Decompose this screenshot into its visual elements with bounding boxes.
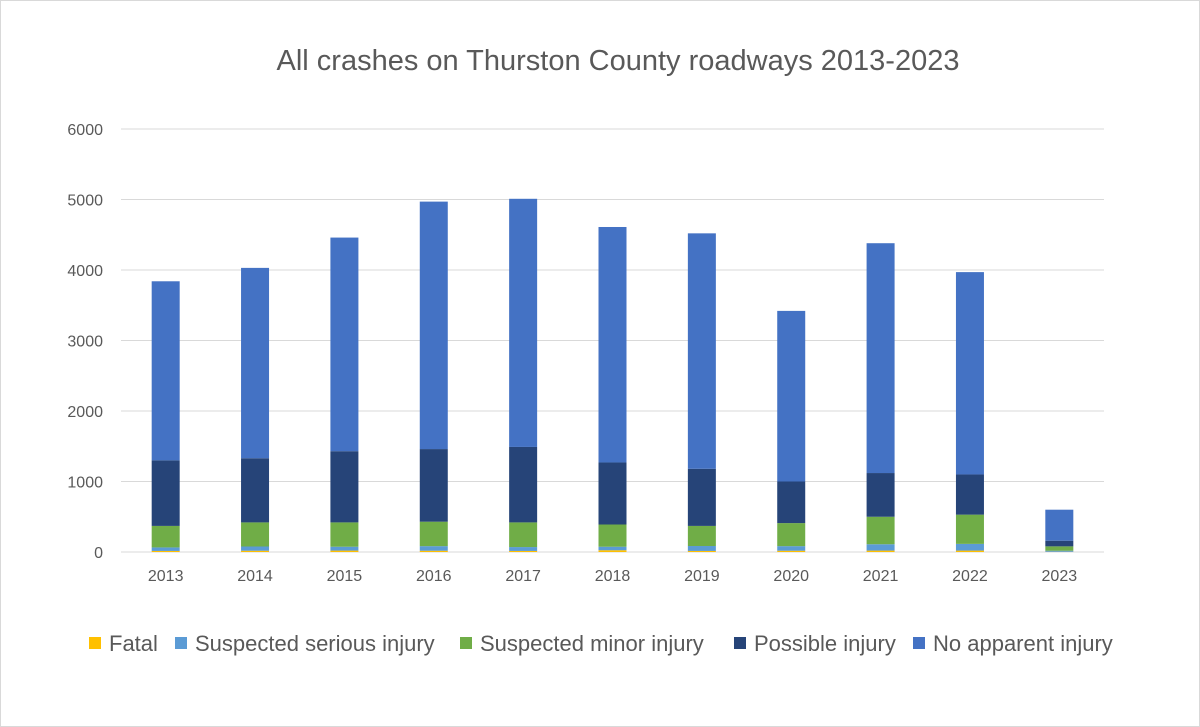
bar-segment — [598, 546, 627, 551]
legend-swatch — [913, 637, 925, 649]
legend-swatch — [734, 637, 746, 649]
chart-title: All crashes on Thurston County roadways … — [277, 45, 960, 77]
bar-segment — [687, 550, 716, 552]
bar-segment — [509, 550, 538, 552]
x-tick-label: 2017 — [505, 568, 541, 585]
y-tick-label: 1000 — [67, 475, 103, 492]
bar-segment — [866, 243, 895, 474]
legend-label: Suspected minor injury — [480, 631, 704, 656]
bar-segment — [955, 550, 984, 552]
bar-segment — [419, 201, 448, 450]
bar-segment — [330, 451, 359, 523]
bar-segment — [151, 550, 180, 552]
bar-segment — [419, 449, 448, 522]
bar-segment — [955, 474, 984, 515]
bar-segment — [598, 524, 627, 547]
x-tick-label: 2018 — [595, 568, 631, 585]
x-tick-label: 2015 — [327, 568, 363, 585]
bar-segment — [330, 522, 359, 547]
legend-swatch — [175, 637, 187, 649]
x-tick-label: 2014 — [237, 568, 273, 585]
bar-segment — [866, 544, 895, 551]
bar-segment — [419, 521, 448, 547]
bar-segment — [687, 525, 716, 547]
bar-segment — [777, 481, 806, 524]
bar-segment — [687, 233, 716, 469]
bar-segment — [509, 446, 538, 523]
bar-segment — [151, 525, 180, 548]
bar-segment — [509, 198, 538, 447]
bar-segment — [777, 546, 806, 551]
legend-swatch — [89, 637, 101, 649]
y-tick-label: 0 — [94, 545, 103, 562]
x-tick-label: 2016 — [416, 568, 452, 585]
x-tick-label: 2013 — [148, 568, 184, 585]
bar-segment — [241, 522, 270, 547]
bar-segment — [866, 516, 895, 545]
y-tick-label: 5000 — [67, 193, 103, 210]
bar-segment — [330, 550, 359, 552]
bar-segment — [598, 462, 627, 525]
bars — [151, 198, 1074, 552]
bar-segment — [687, 468, 716, 526]
bar-segment — [241, 550, 270, 552]
legend-label: Suspected serious injury — [195, 631, 435, 656]
bar-segment — [955, 543, 984, 551]
legend-swatch — [460, 637, 472, 649]
legend-label: Fatal — [109, 631, 158, 656]
bar-segment — [777, 310, 806, 482]
bar-segment — [509, 522, 538, 548]
legend-label: No apparent injury — [933, 631, 1113, 656]
bar-segment — [330, 546, 359, 551]
bar-segment — [419, 550, 448, 552]
bar-segment — [598, 550, 627, 552]
bar-segment — [1045, 546, 1074, 551]
legend-label: Possible injury — [754, 631, 896, 656]
x-tick-label: 2021 — [863, 568, 899, 585]
bar-segment — [1045, 509, 1074, 541]
y-axis-ticks: 0 1000 2000 3000 4000 5000 6000 — [67, 122, 103, 562]
bar-segment — [241, 458, 270, 523]
bar-segment — [866, 473, 895, 517]
bar-segment — [151, 547, 180, 551]
bar-segment — [151, 281, 180, 461]
bar-segment — [330, 237, 359, 452]
bar-segment — [509, 547, 538, 551]
legend: Fatal Suspected serious injury Suspected m… — [89, 631, 1113, 656]
bar-segment — [1045, 550, 1074, 552]
bar-segment — [687, 546, 716, 551]
y-tick-label: 2000 — [67, 404, 103, 421]
bar-segment — [866, 550, 895, 552]
bar-segment — [777, 523, 806, 547]
bar-segment — [777, 550, 806, 552]
x-tick-label: 2020 — [773, 568, 809, 585]
x-tick-label: 2022 — [952, 568, 988, 585]
bar-segment — [151, 460, 180, 526]
bar-segment — [955, 514, 984, 544]
y-tick-label: 4000 — [67, 263, 103, 280]
bar-segment — [241, 546, 270, 551]
bar-segment — [1045, 540, 1074, 547]
bar-segment — [419, 546, 448, 551]
x-tick-label: 2023 — [1042, 568, 1078, 585]
bar-segment — [955, 272, 984, 475]
x-tick-label: 2019 — [684, 568, 720, 585]
bar-segment — [598, 226, 627, 463]
x-axis-ticks: 2013 2014 2015 2016 2017 2018 2019 2020 2021 2022… — [148, 568, 1077, 585]
y-tick-label: 3000 — [67, 334, 103, 351]
bar-segment — [241, 267, 270, 459]
y-tick-label: 6000 — [67, 122, 103, 139]
